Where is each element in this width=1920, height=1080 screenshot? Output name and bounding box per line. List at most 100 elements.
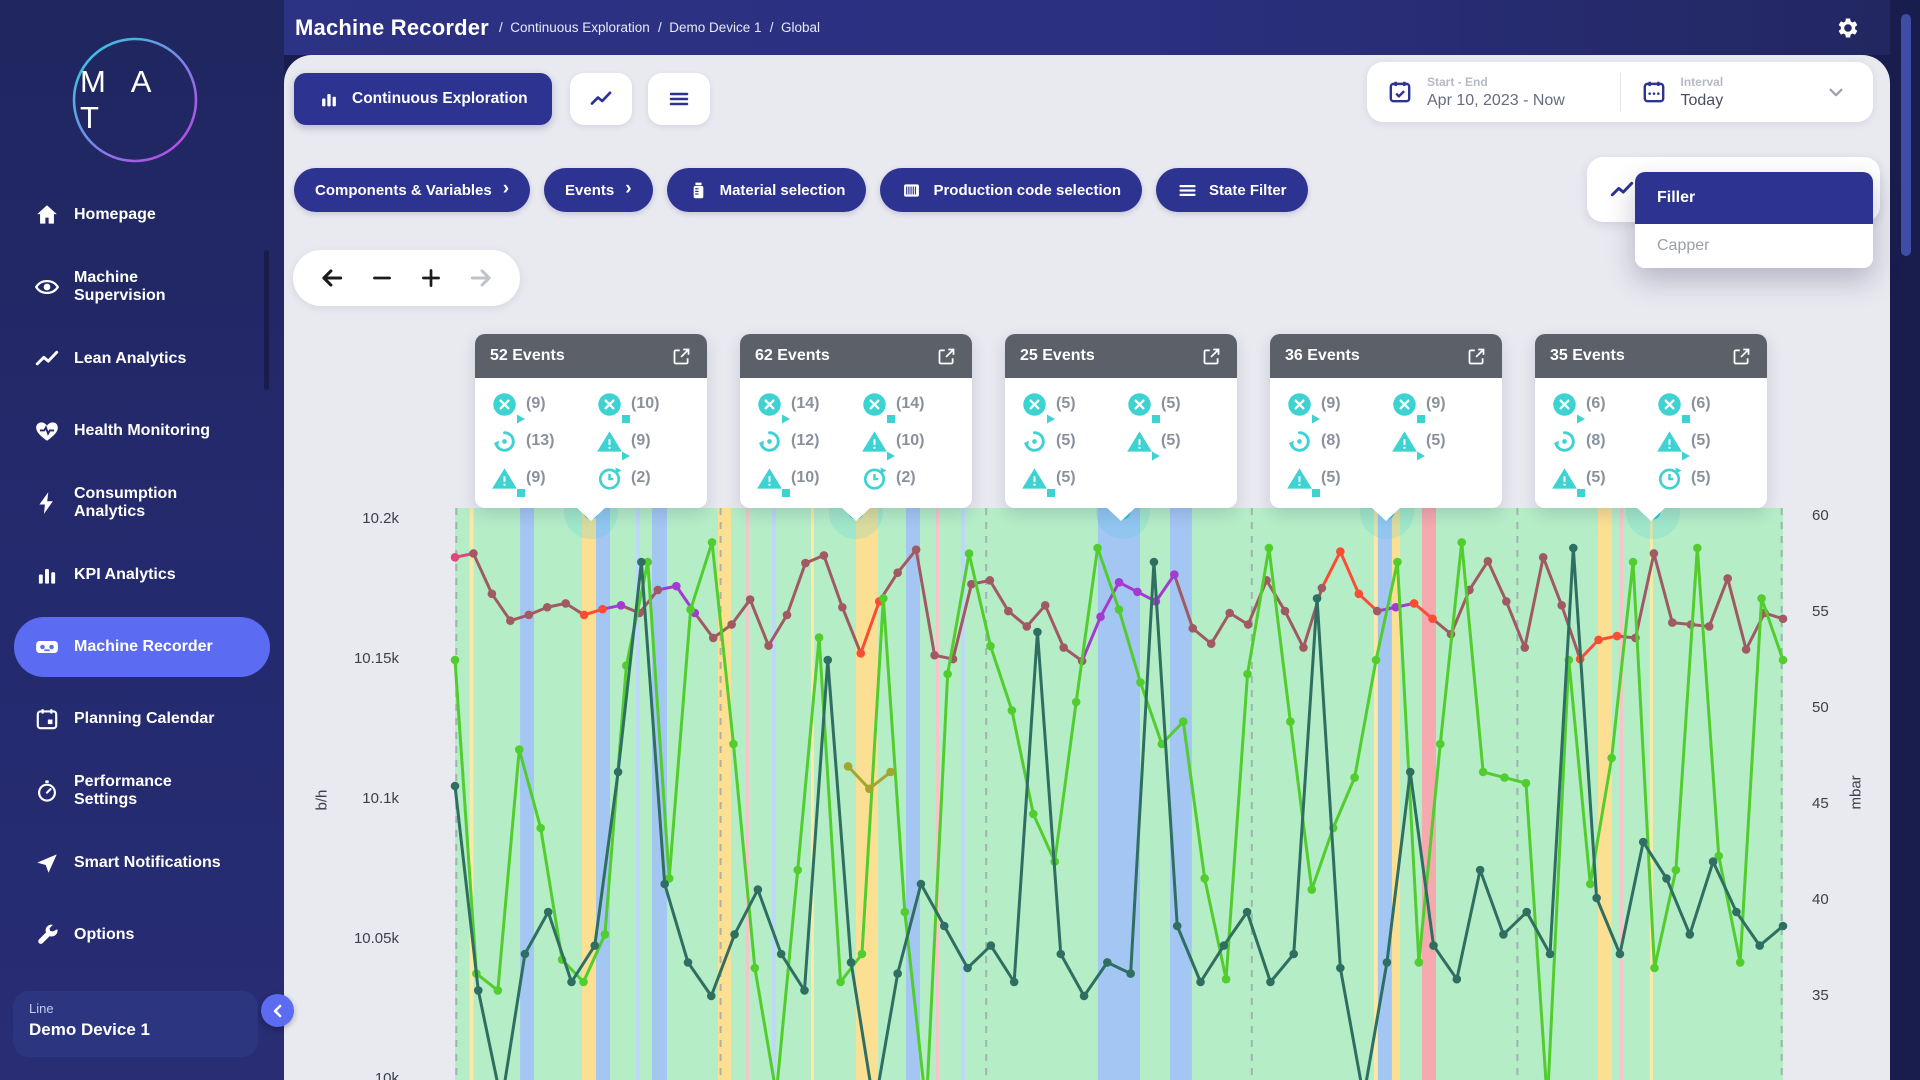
card-pointer: [1371, 507, 1401, 521]
date-range-picker[interactable]: Start - End Apr 10, 2023 - Now: [1367, 75, 1620, 110]
cancel-event-icon: [1021, 391, 1055, 423]
event-stat: (5): [1391, 427, 1490, 460]
external-link-icon[interactable]: [1731, 346, 1752, 367]
sidebar-item-options[interactable]: Options: [0, 899, 284, 971]
pan-right-button[interactable]: [464, 261, 498, 295]
breadcrumb-item[interactable]: / Continuous Exploration: [498, 19, 654, 35]
right-axis-tick: 35: [1812, 987, 1829, 1004]
filter-components-variables[interactable]: Components & Variables ›: [294, 168, 531, 212]
main-content: Continuous Exploration Start - End Apr 1…: [284, 55, 1890, 1080]
breadcrumb-crumbs: / Continuous Exploration / Demo Device 1…: [499, 19, 824, 37]
event-count: (5): [1056, 432, 1076, 449]
sidebar-item-performance-settings[interactable]: Performance Settings: [0, 755, 284, 827]
sidebar-item-machine-supervision[interactable]: Machine Supervision: [0, 251, 284, 323]
settings-gear-icon[interactable]: [1834, 15, 1860, 41]
event-count: (14): [791, 395, 820, 412]
right-axis-tick: 45: [1812, 795, 1829, 812]
zoom-out-button[interactable]: [365, 261, 399, 295]
play-badge-icon: [1311, 411, 1321, 423]
filter-label: State Filter: [1209, 181, 1287, 199]
right-axis-tick: 40: [1812, 891, 1829, 908]
pan-left-button[interactable]: [315, 261, 349, 295]
square-badge-icon: [1311, 485, 1321, 497]
date-interval-card: Start - End Apr 10, 2023 - Now Interval …: [1367, 62, 1873, 122]
continuous-exploration-button[interactable]: Continuous Exploration: [294, 73, 552, 125]
sidebar-item-label: Performance Settings: [74, 773, 172, 808]
event-stat: (2): [596, 464, 695, 492]
send-icon: [34, 850, 60, 876]
external-link-icon[interactable]: [1201, 346, 1222, 367]
external-link-icon[interactable]: [671, 346, 692, 367]
warning-event-icon: [861, 428, 895, 460]
event-stat: (5): [1126, 427, 1225, 460]
event-stat: (5): [1021, 390, 1120, 423]
filter-material-selection[interactable]: Material selection: [666, 168, 867, 212]
sidebar-item-label: Planning Calendar: [74, 710, 215, 727]
sidebar-item-homepage[interactable]: Homepage: [0, 179, 284, 251]
sidebar-item-label: Machine Supervision: [74, 269, 166, 304]
interval-value: Today: [1680, 91, 1724, 109]
calendar-check-icon: [1387, 79, 1413, 105]
barcode-icon: [901, 180, 922, 201]
event-count: (9): [526, 395, 546, 412]
interval-select[interactable]: Interval Today: [1621, 75, 1874, 110]
zoom-in-button[interactable]: [414, 261, 448, 295]
dropdown-option-capper[interactable]: Capper: [1635, 224, 1873, 268]
cancel-event-icon: [1391, 391, 1425, 423]
sidebar-item-lean-analytics[interactable]: Lean Analytics: [0, 323, 284, 395]
breadcrumb-item[interactable]: / Global: [769, 19, 824, 35]
sidebar-scrollbar-thumb[interactable]: [264, 250, 269, 390]
interval-label: Interval: [1680, 74, 1724, 89]
bars-icon: [34, 562, 60, 588]
event-stat: (2): [861, 464, 960, 492]
filter-production-code-selection[interactable]: Production code selection: [880, 168, 1142, 212]
machine-selection-dropdown: Filler Capper: [1635, 172, 1873, 268]
event-stat: (5): [1286, 464, 1385, 497]
chart-area[interactable]: [450, 485, 1788, 1080]
event-stat: (5): [1656, 464, 1755, 492]
gauge-icon: [34, 778, 60, 804]
event-count: (5): [1161, 432, 1181, 449]
sidebar-item-label: Health Monitoring: [74, 422, 210, 439]
event-group-card: 25 Events (5) (5) (5) (5) (5): [1005, 334, 1237, 521]
filter-state-filter[interactable]: State Filter: [1156, 168, 1308, 212]
sidebar-item-planning-calendar[interactable]: Planning Calendar: [0, 683, 284, 755]
dropdown-option-filler[interactable]: Filler: [1635, 172, 1873, 224]
left-axis-tick: 10.05k: [353, 930, 399, 947]
event-count: (6): [1586, 395, 1606, 412]
external-link-icon[interactable]: [936, 346, 957, 367]
date-range-label: Start - End: [1427, 74, 1488, 89]
sidebar-item-smart-notifications[interactable]: Smart Notifications: [0, 827, 284, 899]
square-badge-icon: [781, 485, 791, 497]
sidebar-item-health-monitoring[interactable]: Health Monitoring: [0, 395, 284, 467]
heart-icon: [34, 418, 60, 444]
warning-event-icon: [1551, 465, 1585, 497]
card-pointer: [1636, 507, 1666, 521]
event-count: (6): [1691, 395, 1711, 412]
event-count: (2): [631, 469, 651, 486]
cancel-event-icon: [491, 391, 525, 423]
event-stat: (9): [596, 427, 695, 460]
chevron-right-icon: ›: [625, 177, 632, 199]
external-link-icon[interactable]: [1466, 346, 1487, 367]
cancel-event-icon: [596, 391, 630, 423]
line-chart-view-button[interactable]: [570, 73, 632, 125]
filter-label: Material selection: [719, 181, 846, 199]
bar-chart-icon: [318, 88, 340, 110]
sidebar-item-kpi-analytics[interactable]: KPI Analytics: [0, 539, 284, 611]
sidebar-item-machine-recorder[interactable]: Machine Recorder: [0, 611, 284, 683]
square-badge-icon: [1576, 485, 1586, 497]
list-view-button[interactable]: [648, 73, 710, 125]
event-count: (10): [896, 432, 925, 449]
sidebar-item-consumption-analytics[interactable]: Consumption Analytics: [0, 467, 284, 539]
play-badge-icon: [1416, 448, 1426, 460]
page-scrollbar-thumb[interactable]: [1901, 14, 1911, 256]
event-card-title: 35 Events: [1550, 347, 1625, 364]
breadcrumb-item[interactable]: / Demo Device 1: [657, 19, 766, 35]
cancel-event-icon: [1126, 391, 1160, 423]
filter-events[interactable]: Events ›: [544, 168, 653, 212]
square-badge-icon: [1046, 485, 1056, 497]
event-card-header: 25 Events: [1005, 334, 1237, 378]
left-axis-tick: 10.15k: [353, 650, 399, 667]
sidebar-collapse-button[interactable]: [261, 994, 294, 1027]
